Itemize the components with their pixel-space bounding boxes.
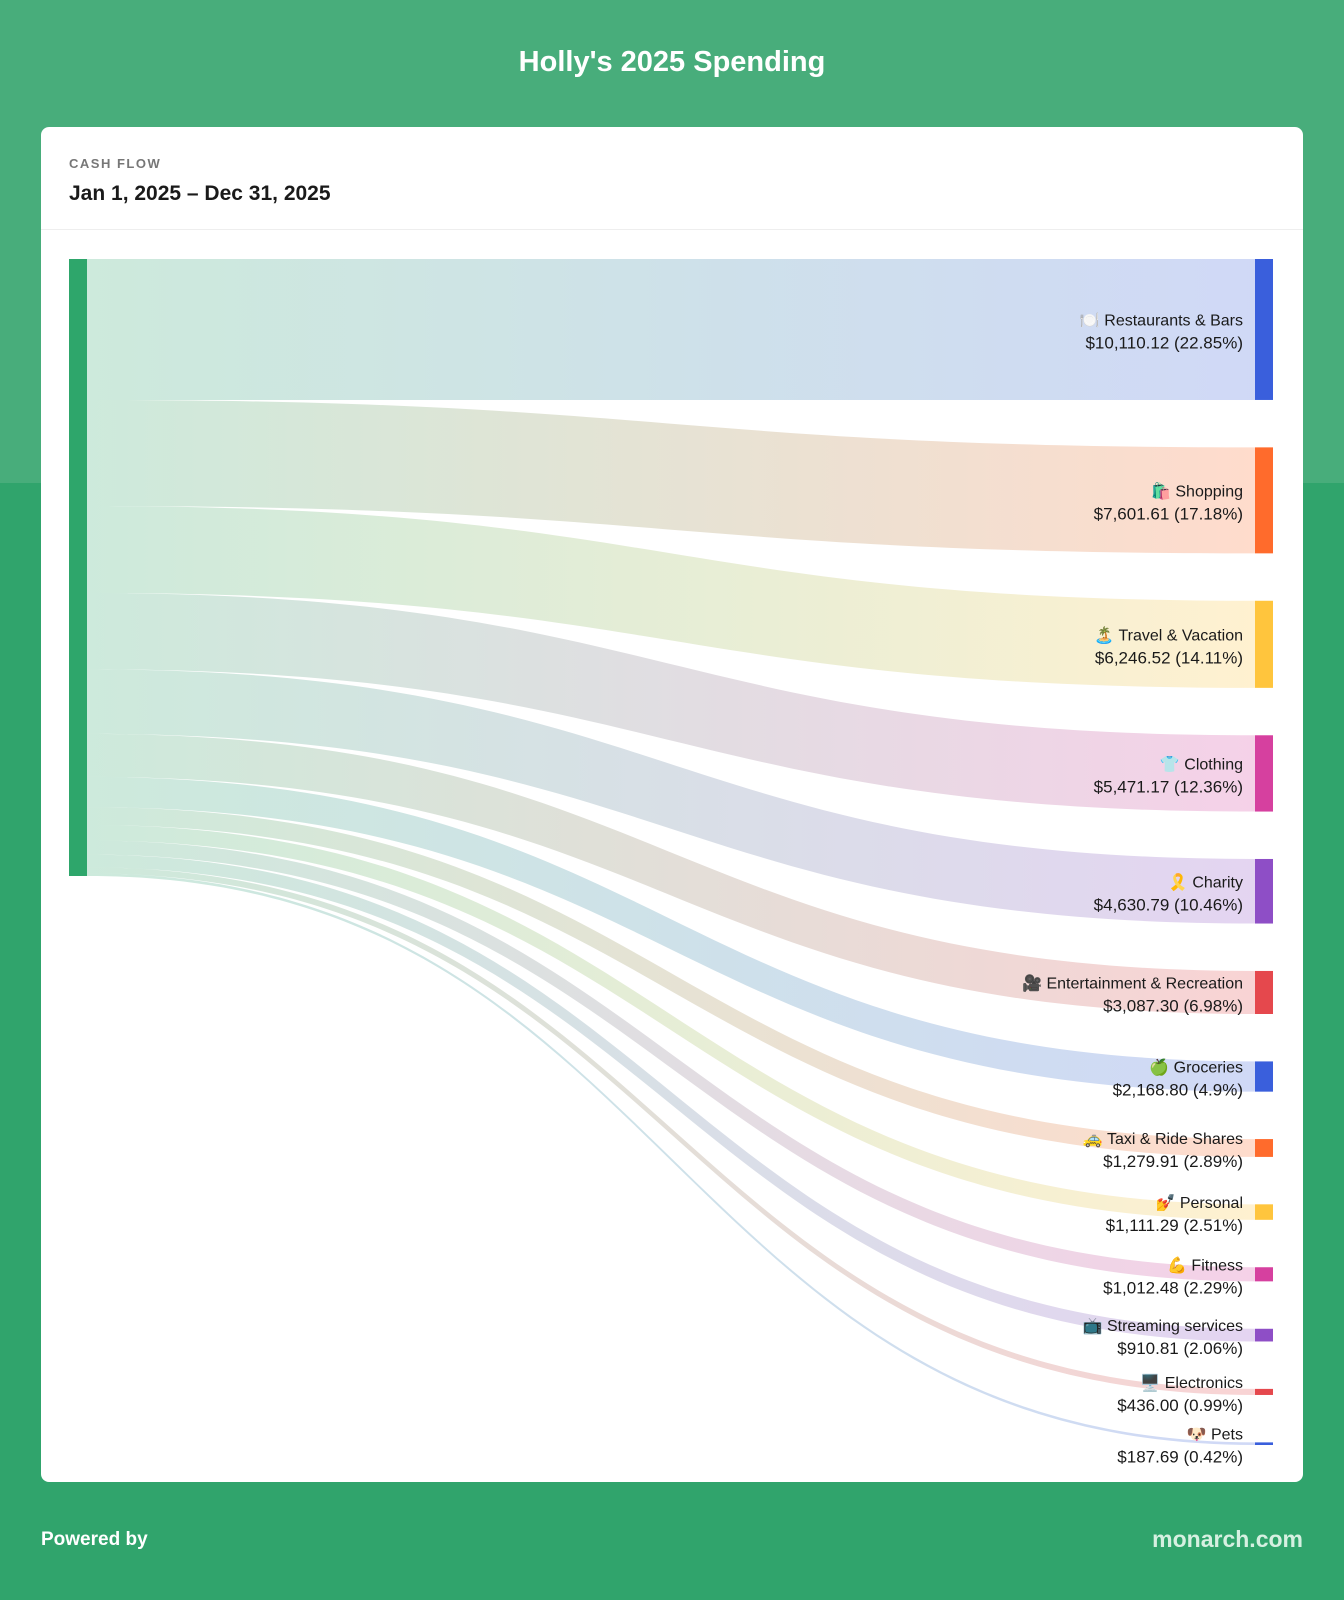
sankey-labels: 🍽️ Restaurants & Bars $10,110.12 (22.85%)… xyxy=(1022,311,1243,1466)
value-charity: $4,630.79 (10.46%) xyxy=(1094,895,1243,914)
node-personal xyxy=(1255,1204,1273,1220)
sankey-nodes xyxy=(69,259,1273,1445)
node-streaming-services xyxy=(1255,1328,1273,1342)
value-clothing: $5,471.17 (12.36%) xyxy=(1094,777,1243,796)
sankey-link-travel-vacation xyxy=(87,505,1255,688)
value-fitness: $1,012.48 (2.29%) xyxy=(1103,1278,1243,1297)
sankey-link-entertainment-recreation xyxy=(87,733,1255,1014)
sankey-link-fitness xyxy=(87,840,1255,1282)
value-personal: $1,111.29 (2.51%) xyxy=(1106,1216,1243,1235)
sankey-link-shopping xyxy=(87,399,1255,554)
node-taxi-ride-shares xyxy=(1255,1139,1273,1157)
date-range: Jan 1, 2025 – Dec 31, 2025 xyxy=(69,182,331,205)
label-entertainment-recreation: 🎥 Entertainment & Recreation xyxy=(1022,973,1243,992)
label-shopping: 🛍️ Shopping xyxy=(1151,481,1243,500)
node-pets xyxy=(1255,1442,1273,1445)
value-shopping: $7,601.61 (17.18%) xyxy=(1094,504,1243,523)
sankey-link-charity xyxy=(87,669,1255,924)
node-charity xyxy=(1255,858,1273,924)
sankey-links xyxy=(87,259,1255,1445)
sankey-chart: 🍽️ Restaurants & Bars $10,110.12 (22.85%)… xyxy=(69,259,1273,1467)
value-groceries: $2,168.80 (4.9%) xyxy=(1113,1081,1243,1100)
powered-by-text: Powered by xyxy=(41,1529,148,1550)
label-fitness: 💪 Fitness xyxy=(1167,1255,1243,1274)
sankey-link-streaming-services xyxy=(87,854,1255,1342)
label-electronics: 🖥️ Electronics xyxy=(1140,1373,1243,1392)
sankey-link-clothing xyxy=(87,593,1255,812)
card-header: CASH FLOW Jan 1, 2025 – Dec 31, 2025 xyxy=(41,127,1303,230)
sankey-link-pets xyxy=(87,873,1255,1445)
sankey-link-groceries xyxy=(87,776,1255,1092)
cash-flow-card: CASH FLOW Jan 1, 2025 – Dec 31, 2025 🍽️ … xyxy=(41,127,1303,1482)
value-travel-vacation: $6,246.52 (14.11%) xyxy=(1095,648,1243,667)
label-groceries: 🍏 Groceries xyxy=(1149,1058,1243,1077)
value-electronics: $436.00 (0.99%) xyxy=(1117,1396,1243,1415)
node-electronics xyxy=(1255,1388,1273,1395)
node-travel-vacation xyxy=(1255,600,1273,688)
node-clothing xyxy=(1255,735,1273,812)
brand-link[interactable]: monarch.com xyxy=(1152,1526,1303,1552)
label-restaurants-bars: 🍽️ Restaurants & Bars xyxy=(1080,311,1243,329)
label-personal: 💅 Personal xyxy=(1155,1194,1243,1212)
node-shopping xyxy=(1255,447,1273,554)
value-streaming-services: $910.81 (2.06%) xyxy=(1117,1339,1243,1358)
label-charity: 🎗️ Charity xyxy=(1168,872,1243,891)
sankey-link-personal xyxy=(87,824,1255,1220)
label-pets: 🐶 Pets xyxy=(1187,1427,1243,1444)
label-travel-vacation: 🏝️ Travel & Vacation xyxy=(1094,625,1243,644)
node-fitness xyxy=(1255,1267,1273,1282)
value-taxi-ride-shares: $1,279.91 (2.89%) xyxy=(1103,1152,1243,1171)
node-groceries xyxy=(1255,1061,1273,1092)
node-restaurants-bars xyxy=(1255,259,1273,400)
sankey-link-taxi-ride-shares xyxy=(87,807,1255,1157)
value-pets: $187.69 (0.42%) xyxy=(1117,1448,1243,1467)
page-title: Holly's 2025 Spending xyxy=(518,46,826,78)
label-taxi-ride-shares: 🚕 Taxi & Ride Shares xyxy=(1083,1131,1243,1148)
value-restaurants-bars: $10,110.12 (22.85%) xyxy=(1085,333,1243,352)
value-entertainment-recreation: $3,087.30 (6.98%) xyxy=(1103,996,1243,1015)
source-node xyxy=(69,259,87,876)
label-clothing: 👕 Clothing xyxy=(1160,755,1243,773)
label-streaming-services: 📺 Streaming services xyxy=(1083,1317,1243,1335)
sankey-link-electronics xyxy=(87,867,1255,1395)
node-entertainment-recreation xyxy=(1255,970,1273,1014)
sankey-link-restaurants-bars xyxy=(87,259,1255,400)
section-label: CASH FLOW xyxy=(69,156,162,171)
